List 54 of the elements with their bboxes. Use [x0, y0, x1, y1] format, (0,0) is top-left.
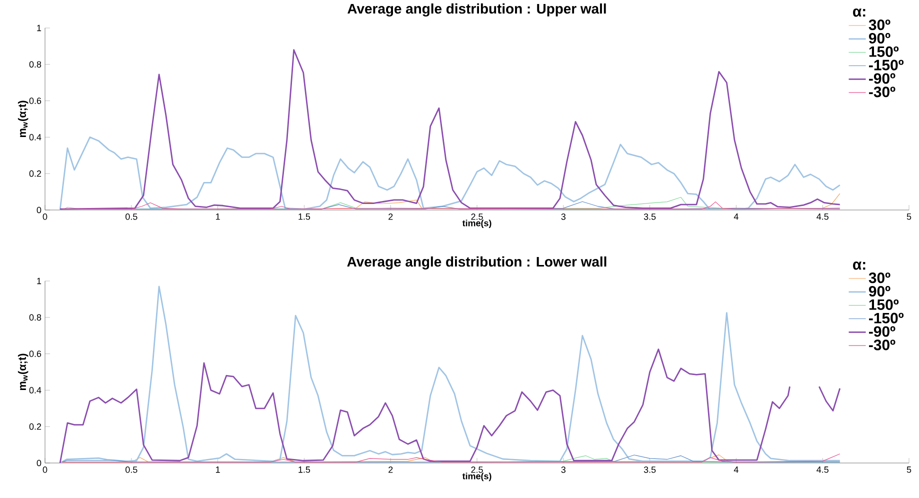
x-axis-title: time(s): [462, 472, 492, 482]
x-tick-label: 2.5: [471, 466, 483, 473]
x-tick-label: 5: [906, 214, 912, 220]
y-axis-title: m$_{w}$(α;t): [18, 100, 28, 138]
y-tick-label: 0.4: [29, 387, 42, 394]
chart-title: Average angle distribution : Upper wall: [348, 3, 606, 16]
x-tick-label: 1: [216, 466, 220, 473]
legend-title: α:: [853, 262, 866, 270]
legend-label: 150º: [869, 46, 899, 57]
y-tick-label: 1: [37, 278, 42, 284]
y-tick-label: 0.8: [29, 314, 42, 321]
x-tick-label: 3: [561, 466, 566, 473]
x-tick-label: 0.5: [126, 466, 138, 473]
x-tick-label: 2: [388, 214, 393, 220]
x-tick-label: 3.5: [644, 214, 656, 220]
y-axis-title: m$_{w}$(α;t): [18, 354, 28, 390]
y-tick-label: 0: [36, 460, 42, 466]
y-tick-label: 1: [37, 24, 42, 32]
x-tick-label: 3.5: [644, 466, 656, 473]
x-tick-label: 1.5: [298, 466, 310, 473]
x-tick-label: 1.5: [298, 214, 310, 220]
y-tick-label: 0.4: [29, 134, 42, 140]
legend-label: -150º: [869, 312, 904, 324]
x-tick-label: 4.5: [816, 214, 828, 220]
y-tick-label: 0.6: [29, 350, 42, 357]
x-tick-label: 4: [734, 466, 738, 473]
y-tick-label: 0.2: [29, 170, 42, 177]
legend-label: -90º: [869, 73, 896, 84]
x-tick-label: 0.5: [126, 214, 138, 220]
legend-label: 150º: [869, 299, 899, 310]
legend-label: 30º: [868, 272, 890, 284]
x-axis-title: time(s): [462, 220, 492, 228]
x-tick-label: 2: [388, 466, 393, 473]
x-tick-label: 0: [42, 214, 48, 220]
x-tick-label: 1: [216, 214, 220, 220]
y-tick-label: 0: [36, 206, 42, 214]
x-tick-label: 3: [561, 214, 566, 220]
legend-label: 90º: [868, 32, 890, 44]
legend-label: -90º: [869, 326, 896, 337]
x-tick-label: 5: [906, 466, 912, 473]
x-tick-label: 0: [42, 466, 48, 473]
y-tick-label: 0.2: [29, 423, 42, 430]
x-tick-label: 2.5: [471, 214, 483, 220]
legend-label: -30º: [869, 86, 896, 98]
chart-title: Average angle distribution : Lower wall: [347, 256, 606, 270]
legend-label: -150º: [869, 60, 904, 70]
y-tick-label: 0.6: [29, 98, 42, 104]
legend-label: 30º: [868, 20, 890, 30]
legend-title: α:: [853, 8, 866, 17]
y-tick-label: 0.8: [29, 61, 42, 68]
x-tick-label: 4.5: [816, 466, 828, 473]
legend-label: 90º: [868, 286, 890, 297]
legend-label: -30º: [869, 340, 896, 350]
x-tick-label: 4: [734, 214, 738, 220]
